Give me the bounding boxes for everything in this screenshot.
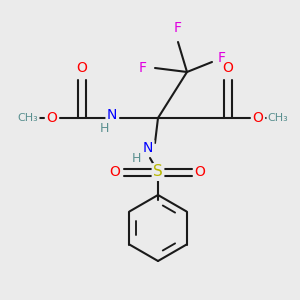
Text: H: H: [99, 122, 109, 134]
Text: O: O: [76, 61, 87, 75]
Text: O: O: [195, 165, 206, 179]
Text: N: N: [107, 108, 117, 122]
Text: F: F: [218, 51, 226, 65]
Text: O: O: [110, 165, 120, 179]
Text: CH₃: CH₃: [268, 113, 288, 123]
Text: S: S: [153, 164, 163, 179]
Text: F: F: [174, 21, 182, 35]
Text: O: O: [46, 111, 57, 125]
Text: O: O: [253, 111, 263, 125]
Text: H: H: [131, 152, 141, 164]
Text: F: F: [139, 61, 147, 75]
Text: O: O: [223, 61, 233, 75]
Text: N: N: [143, 141, 153, 155]
Text: CH₃: CH₃: [18, 113, 38, 123]
